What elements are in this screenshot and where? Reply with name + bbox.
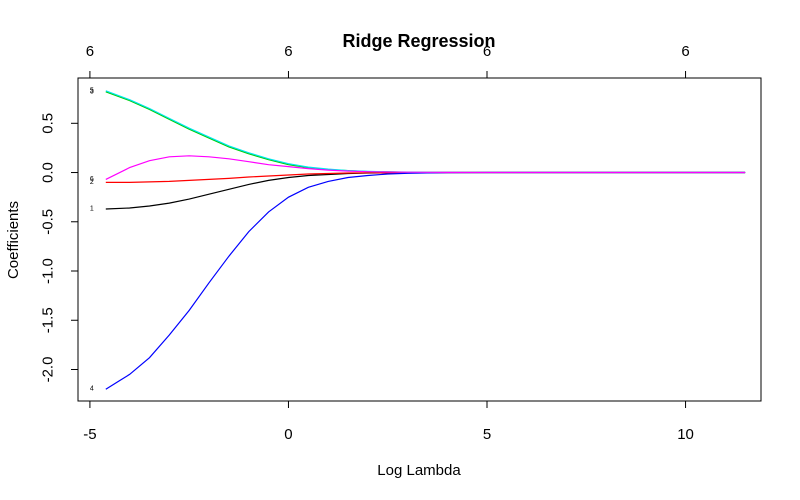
coefficient-path-3 [105,91,746,174]
top-axis: 6 6 6 6 [86,43,690,79]
curve-label-1: 1 [90,205,94,212]
curve-label-6: 6 [90,176,94,183]
coefficient-path-4 [105,171,746,390]
coefficient-path-5 [105,90,746,174]
coefficient-paths [105,90,746,390]
curve-labels: 1 2 3 4 5 6 [90,87,94,392]
curve-label-2: 2 [90,179,94,186]
top-tick-label: 6 [86,43,94,60]
x-axis: -5 0 5 10 [83,400,694,443]
coefficient-path-2 [105,171,746,183]
chart-title: Ridge Regression [342,31,495,51]
y-axis-label: Coefficients [5,201,22,279]
coefficient-path-6 [105,155,746,180]
top-tick-label: 6 [681,43,689,60]
x-tick-label: 5 [483,426,491,443]
curve-label-4: 4 [90,386,94,393]
y-tick-label: -2.0 [40,357,57,383]
x-axis-label: Log Lambda [377,462,461,479]
y-tick-label: -0.5 [40,209,57,235]
x-tick-label: -5 [83,426,96,443]
top-tick-label: 6 [284,43,292,60]
top-tick-label: 6 [483,43,491,60]
coefficient-path-1 [105,171,746,210]
x-tick-label: 0 [284,426,292,443]
y-tick-label: -1.5 [40,307,57,333]
y-tick-label: 0.5 [40,113,57,134]
y-tick-label: 0.0 [40,162,57,183]
curve-label-5: 5 [90,87,94,94]
plot-area-frame [77,77,762,402]
y-axis: -2.0 -1.5 -1.0 -0.5 0.0 0.5 [40,113,79,383]
curve-label-3: 3 [90,88,94,95]
y-tick-label: -1.0 [40,258,57,284]
x-tick-label: 10 [677,426,694,443]
